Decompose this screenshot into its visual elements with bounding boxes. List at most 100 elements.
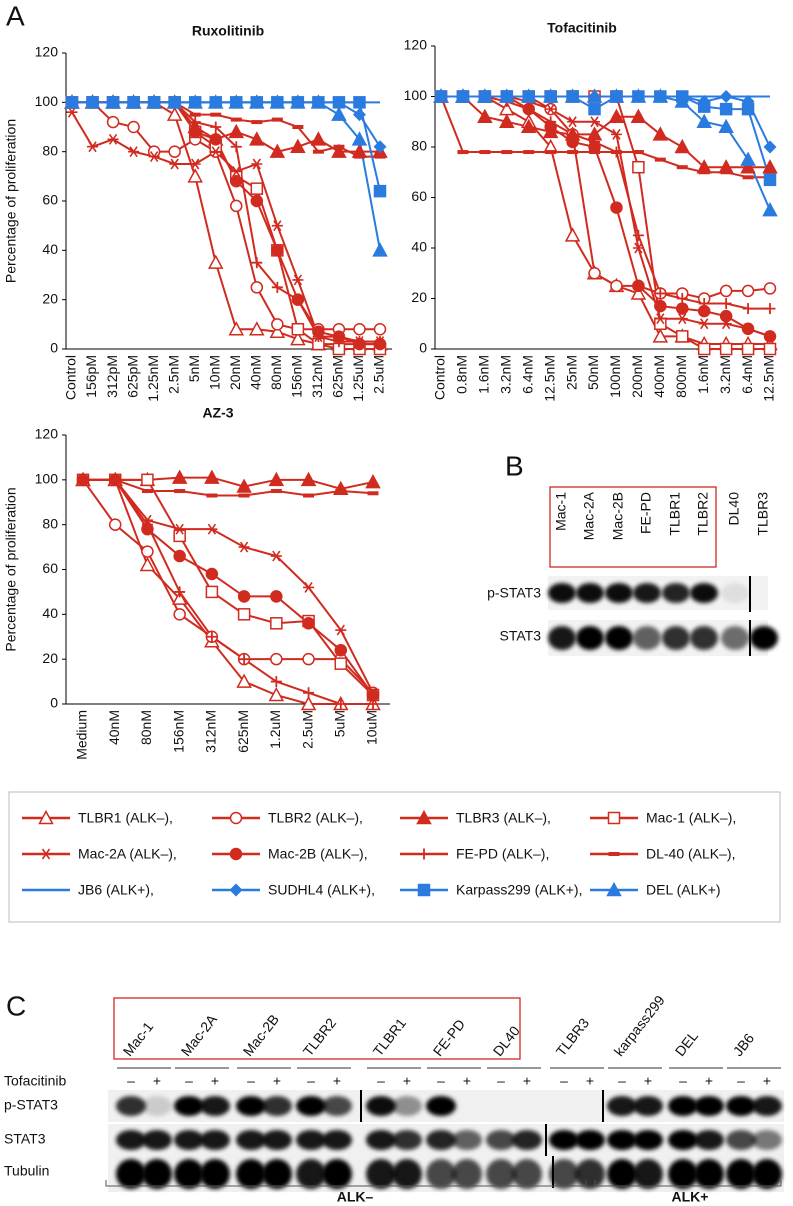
panel-label: B — [505, 450, 524, 481]
data-point — [365, 474, 381, 489]
data-point — [610, 279, 623, 293]
data-point — [630, 108, 647, 123]
y-tick-label: 80 — [411, 138, 427, 154]
data-point — [588, 102, 601, 116]
data-point — [455, 88, 471, 103]
data-point — [210, 121, 222, 133]
data-point — [588, 267, 601, 280]
series-line — [441, 95, 771, 211]
treatment-sign: + — [586, 1073, 594, 1089]
legend-marker — [608, 852, 620, 856]
row-label: STAT3 — [4, 1131, 46, 1147]
treatment-label: Tofacitinib — [4, 1073, 66, 1089]
data-point — [146, 94, 162, 109]
lane-label: Mac-1 — [553, 492, 569, 531]
data-point — [188, 125, 202, 139]
data-point — [632, 150, 644, 155]
data-point — [173, 549, 186, 563]
blot-band — [605, 583, 633, 603]
x-tick-label: 5uM — [331, 710, 347, 737]
data-point — [567, 116, 579, 128]
data-point — [740, 159, 756, 174]
data-point — [608, 88, 625, 103]
data-point — [652, 328, 669, 343]
data-point — [632, 160, 645, 174]
x-tick-label: 625pM — [124, 355, 140, 398]
treatment-sign: + — [211, 1073, 219, 1089]
data-point — [236, 478, 252, 493]
chart-title: Ruxolitinib — [192, 23, 264, 39]
data-point — [373, 140, 387, 154]
data-point — [238, 653, 250, 665]
series-line — [72, 101, 380, 331]
data-point — [270, 617, 283, 630]
data-point — [719, 90, 733, 103]
data-point — [238, 493, 250, 498]
data-point — [87, 141, 99, 153]
blot-band — [548, 626, 576, 650]
blot-band — [322, 1096, 352, 1116]
data-point — [205, 567, 219, 581]
data-point — [228, 94, 245, 109]
data-point — [77, 477, 89, 482]
x-tick-label: 0.8nM — [454, 355, 470, 394]
treatment-sign: – — [679, 1073, 687, 1089]
data-point — [654, 287, 666, 299]
y-tick-label: 60 — [42, 192, 58, 208]
lane-label: TLBR2 — [300, 1015, 340, 1059]
data-point — [741, 342, 755, 356]
data-point — [270, 550, 282, 562]
lane-label: FE-PD — [638, 492, 654, 534]
blot-band — [174, 1159, 204, 1189]
legend-label: Mac-1 (ALK–), — [646, 810, 736, 826]
x-tick-label: 2.5uM — [371, 355, 387, 394]
data-point — [374, 336, 386, 348]
data-point — [654, 157, 666, 162]
x-tick-label: 6.4nM — [739, 355, 755, 394]
blot-band — [236, 1159, 266, 1189]
data-point — [353, 154, 365, 159]
chart-title: AZ-3 — [202, 405, 233, 421]
treatment-sign: – — [737, 1073, 745, 1089]
data-point — [676, 313, 688, 325]
data-point — [374, 154, 386, 159]
group-bracket — [594, 1180, 782, 1187]
blot-band — [575, 1159, 605, 1189]
treatment-sign: + — [523, 1073, 531, 1089]
blot-band — [607, 1159, 637, 1189]
data-point — [698, 170, 710, 175]
data-point — [334, 657, 348, 670]
y-tick-label: 100 — [35, 93, 59, 109]
legend-label: Karpass299 (ALK+), — [456, 882, 582, 898]
data-point — [271, 244, 284, 257]
lane-label: FE-PD — [430, 1016, 468, 1059]
lane-label: Mac-2A — [178, 1011, 221, 1059]
data-point — [718, 118, 734, 134]
legend-marker — [417, 883, 431, 897]
x-tick-label: 625nM — [235, 710, 251, 753]
data-point — [564, 227, 581, 242]
data-point — [109, 477, 121, 482]
data-point — [564, 88, 581, 103]
data-point — [608, 108, 625, 123]
data-point — [269, 323, 286, 338]
data-point — [334, 643, 348, 657]
y-tick-label: 80 — [42, 142, 58, 158]
data-point — [236, 673, 252, 688]
data-point — [630, 285, 647, 300]
x-tick-label: 312pM — [104, 355, 120, 398]
data-point — [302, 652, 315, 666]
data-point — [271, 318, 284, 331]
data-point — [632, 242, 644, 254]
legend-label: FE-PD (ALK–), — [456, 846, 549, 862]
series-line — [440, 96, 770, 179]
x-tick-label: Control — [63, 355, 79, 400]
data-point — [169, 158, 181, 170]
x-tick-label: 1.25nM — [145, 355, 161, 402]
blot-band — [142, 1096, 172, 1116]
blot-band — [512, 1130, 542, 1150]
lane-label: Mac-2A — [581, 491, 597, 540]
y-tick-label: 100 — [404, 87, 428, 103]
legend-marker — [416, 809, 432, 825]
x-tick-label: 156nM — [289, 355, 305, 398]
